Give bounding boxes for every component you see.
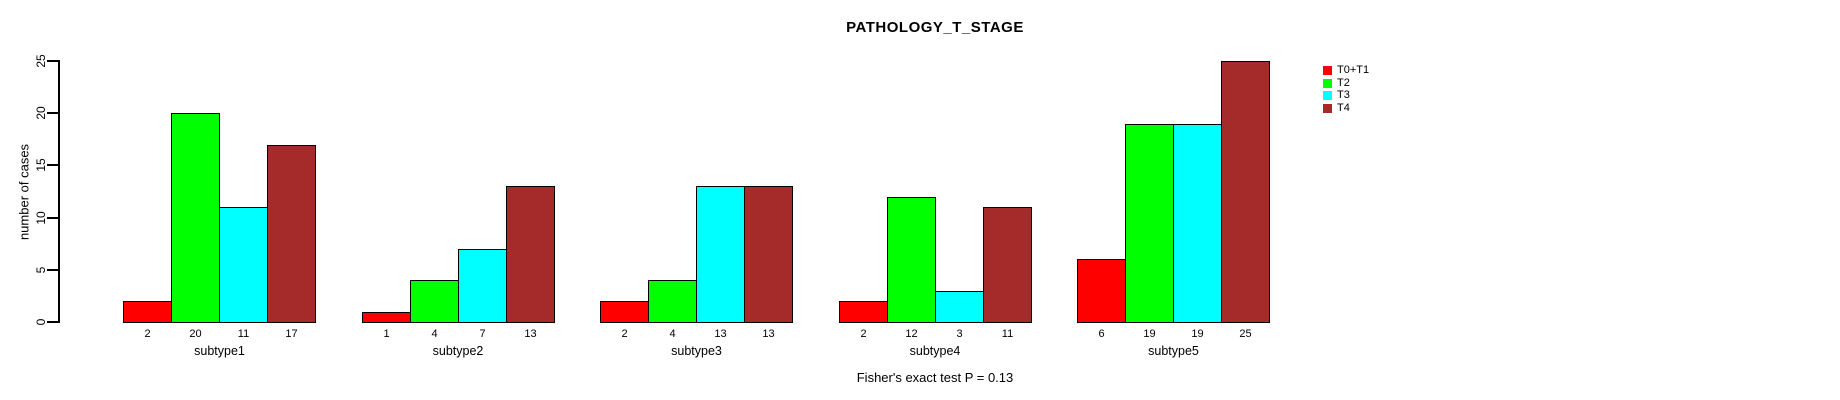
bar-t4-subtype4: [983, 207, 1032, 323]
bar-value-label: 11: [1001, 328, 1014, 340]
legend-label: T0+T1: [1337, 64, 1370, 76]
bar-value-label: 1: [383, 328, 390, 340]
legend-item-t4: T4: [1323, 101, 1369, 114]
bar-t4-subtype2: [506, 186, 555, 323]
bar-t0-t1-subtype4: [839, 301, 888, 323]
bar-value-label: 2: [860, 328, 867, 340]
y-tick-label: 10: [34, 210, 48, 225]
chart-title: PATHOLOGY_T_STAGE: [846, 19, 1024, 36]
y-tick-label: 5: [34, 266, 48, 274]
legend-swatch: [1323, 78, 1332, 88]
x-axis-label-subtype1: subtype1: [194, 344, 245, 358]
bar-t4-subtype5: [1221, 61, 1270, 323]
bar-t3-subtype1: [219, 207, 268, 323]
legend-swatch: [1323, 103, 1332, 113]
x-axis-label-subtype5: subtype5: [1148, 344, 1199, 358]
bar-value-label: 4: [669, 328, 676, 340]
x-axis-label-subtype2: subtype2: [432, 344, 484, 358]
legend-swatch: [1323, 66, 1332, 76]
bar-t2-subtype2: [410, 280, 459, 323]
bar-value-label: 13: [762, 328, 775, 340]
x-axis-label-subtype3: subtype3: [671, 344, 722, 358]
y-tick-mark: [47, 112, 58, 115]
bar-t0-t1-subtype3: [600, 301, 649, 323]
bar-t4-subtype3: [744, 186, 793, 323]
legend-label: T4: [1337, 101, 1350, 114]
y-tick-mark: [47, 216, 58, 219]
y-tick-label: 0: [34, 318, 48, 326]
bar-t3-subtype3: [696, 186, 745, 323]
legend-swatch: [1323, 91, 1332, 101]
bar-t2-subtype5: [1125, 124, 1174, 323]
y-tick-mark: [47, 321, 58, 323]
bar-t2-subtype3: [648, 280, 697, 323]
y-tick-mark: [47, 60, 58, 62]
bar-t0-t1-subtype2: [362, 312, 411, 323]
bar-value-label: 25: [1239, 328, 1252, 340]
bar-t3-subtype5: [1173, 124, 1222, 323]
bar-value-label: 19: [1143, 328, 1156, 340]
legend-item-t3: T3: [1323, 89, 1369, 101]
y-tick-mark: [47, 164, 58, 167]
bar-value-label: 2: [144, 328, 151, 340]
bar-t3-subtype4: [935, 291, 984, 323]
y-axis-label: number of cases: [16, 143, 32, 241]
y-tick-label: 20: [34, 106, 48, 120]
bar-t3-subtype2: [458, 249, 507, 323]
legend-item-t2: T2: [1323, 76, 1369, 89]
fisher-exact-test-note: Fisher's exact test P = 0.13: [856, 370, 1014, 385]
bar-t2-subtype4: [887, 197, 936, 323]
bar-value-label: 7: [479, 328, 486, 340]
bar-value-label: 3: [956, 328, 963, 340]
bar-value-label: 12: [905, 328, 918, 340]
bar-value-label: 13: [714, 328, 727, 340]
bar-value-label: 20: [189, 328, 202, 340]
bar-value-label: 6: [1098, 328, 1105, 340]
legend-item-t0-t1: T0+T1: [1323, 64, 1370, 76]
bar-value-label: 2: [621, 328, 628, 340]
bar-value-label: 11: [237, 328, 250, 340]
bar-value-label: 4: [431, 328, 438, 340]
x-axis-label-subtype4: subtype4: [909, 344, 961, 358]
bar-t2-subtype1: [171, 113, 220, 323]
y-axis-line: [58, 60, 60, 323]
bar-t0-t1-subtype5: [1077, 259, 1126, 323]
legend: T0+T1 T2 T3 T4: [1323, 64, 1370, 114]
bar-value-label: 13: [524, 328, 537, 340]
y-tick-label: 15: [34, 158, 48, 173]
bar-value-label: 19: [1191, 328, 1204, 340]
bar-t0-t1-subtype1: [123, 301, 172, 323]
legend-label: T3: [1337, 89, 1350, 101]
bar-value-label: 17: [285, 328, 298, 340]
y-tick-label: 25: [34, 54, 48, 68]
bar-t4-subtype1: [267, 145, 316, 323]
y-tick-mark: [47, 268, 58, 271]
legend-label: T2: [1337, 76, 1350, 89]
